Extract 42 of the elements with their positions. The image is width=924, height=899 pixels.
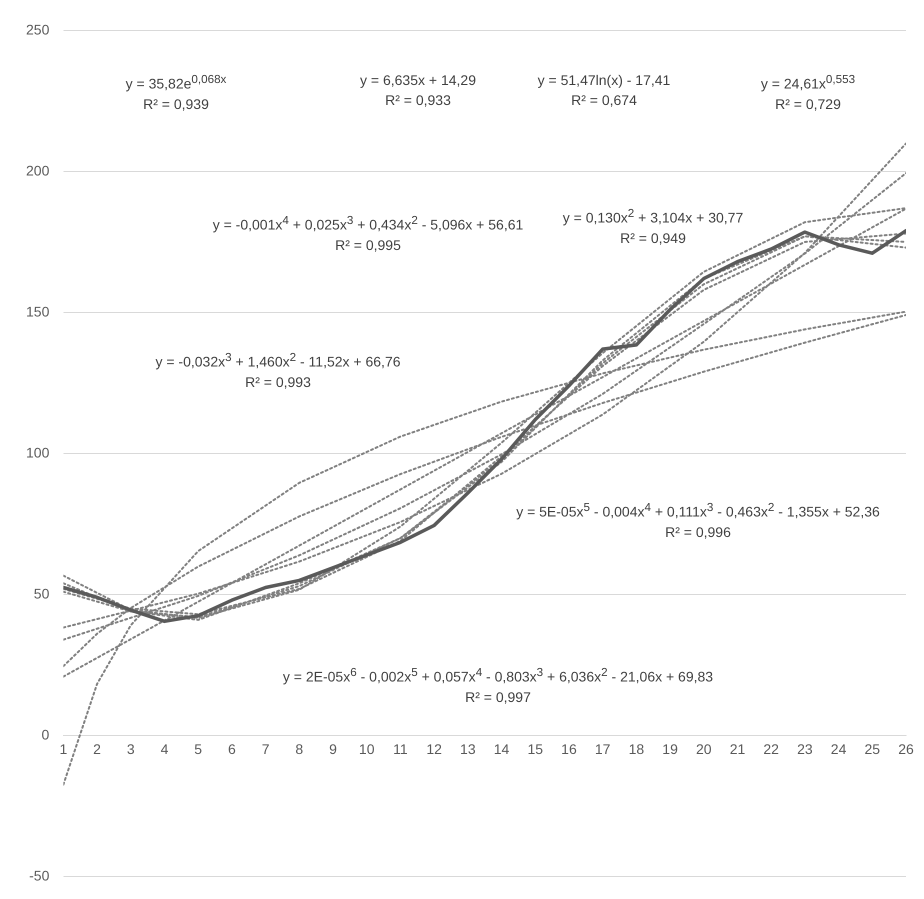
y-tick-label: 100 (26, 444, 50, 460)
annotation: y = 35,82e$^{0,068x}$ R² = 0,939 (126, 72, 226, 114)
x-tick-label: 14 (494, 740, 510, 757)
x-tick-label: 15 (527, 740, 544, 757)
x-tick-label: 7 (262, 740, 270, 757)
x-tick-label: 2 (93, 740, 102, 757)
y-tick-label: 250 (26, 21, 50, 38)
x-tick-label: 17 (594, 740, 611, 757)
x-tick-label: 19 (662, 740, 678, 757)
x-tick-label: 22 (763, 740, 780, 757)
x-tick-label: 18 (628, 740, 644, 757)
x-tick-label: 12 (426, 740, 442, 757)
y-tick-label: 50 (34, 585, 50, 602)
x-tick-label: 24 (830, 740, 847, 757)
x-tick-label: 26 (898, 740, 914, 757)
y-tick-label: 0 (42, 726, 50, 742)
x-tick-label: 8 (295, 740, 304, 757)
x-tick-label: 25 (864, 740, 880, 757)
x-tick-label: 11 (393, 740, 408, 757)
x-tick-label: 9 (329, 740, 338, 757)
text: y = -0,001x$^{4}$ + 0,025x$^{3}$ + 0,434x$^{2}$ - 5,096x + 56,61 R² = 0,995 (212, 214, 524, 253)
annotation: y = 24,61x$^{0,553}$ R² = 0,729 (760, 72, 856, 114)
x-tick-label: 20 (696, 740, 712, 757)
x-tick-label: 13 (460, 740, 476, 757)
x-tick-label: 3 (126, 740, 135, 757)
y-tick-label: -50 (29, 867, 50, 884)
annotation: y = 0,130x$^{2}$ + 3,104x + 30,77 R² = 0,949 (562, 206, 744, 248)
x-tick-label: 5 (194, 740, 202, 757)
x-tick-label: 1 (59, 740, 68, 757)
annotation: y = 51,47ln(x) - 17,41 R² = 0,674 (538, 71, 670, 110)
text: y = 5E-05x$^{5}$ - 0,004x$^{4}$ + 0,111x$^{3}$ - 0,463x$^{2}$ - 1,355x + 52,36 R² = 0,996 (516, 501, 880, 540)
x-tick-label: 23 (797, 740, 813, 757)
x-tick-label: 21 (730, 740, 746, 757)
y-tick-label: 200 (26, 162, 50, 178)
y-tick-label: 150 (26, 303, 50, 320)
text: y = 2E-05x$^{6}$ - 0,002x$^{5}$ + 0,057x$^{4}$ - 0,803x$^{3}$ + 6,036x$^{2}$ - 21,06x + 69,83 R² = 0,997 (282, 666, 714, 705)
annotation: y = 6,635x + 14,29 R² = 0,933 (360, 71, 476, 110)
annotation: y = -0,032x$^{3}$ + 1,460x$^{2}$ - 11,52x + 66,76 R² = 0,993 (155, 350, 401, 392)
x-tick-label: 4 (160, 740, 169, 757)
x-tick-label: 10 (358, 740, 375, 757)
x-tick-label: 6 (228, 740, 236, 757)
x-tick-label: 16 (561, 740, 577, 757)
